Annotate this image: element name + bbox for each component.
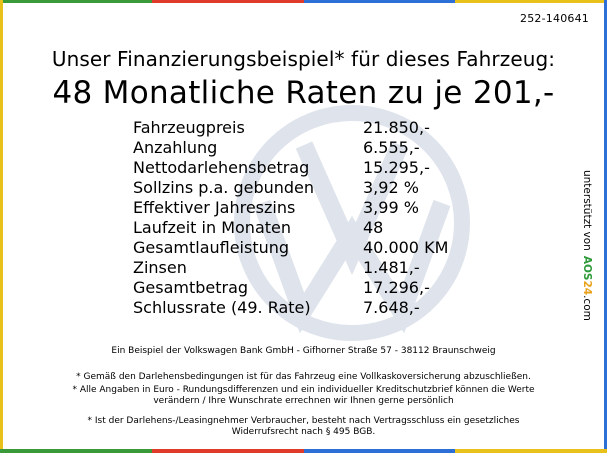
footer-note-withdrawal-cont: Widerrufsrecht nach § 495 BGB.: [231, 427, 376, 437]
footer-bank: Ein Beispiel der Volkswagen Bank GmbH - …: [111, 346, 496, 356]
row-value: 15.295,-: [363, 158, 430, 177]
row-value: 48: [363, 218, 384, 237]
table-row: Fahrzeugpreis 21.850,-: [133, 118, 463, 138]
row-label: Nettodarlehensbetrag: [133, 158, 310, 177]
financing-table: Fahrzeugpreis 21.850,- Anzahlung 6.555,- N…: [133, 118, 463, 318]
bottom-color-border: [0, 449, 607, 453]
row-value: 21.850,-: [363, 118, 430, 137]
row-value: 17.296,-: [363, 278, 430, 297]
brand-suffix: .com: [581, 295, 593, 321]
vw-logo-watermark-icon: [234, 105, 470, 341]
table-row: Sollzins p.a. gebunden 3,92 %: [133, 178, 463, 198]
ref-number: 252-140641: [520, 12, 589, 25]
row-label: Zinsen: [133, 258, 187, 277]
row-label: Gesamtlaufleistung: [133, 238, 290, 257]
row-value: 1.481,-: [363, 258, 420, 277]
footer-note-values: * Alle Angaben in Euro - Rundungsdiffere…: [72, 385, 535, 395]
table-row: Anzahlung 6.555,-: [133, 138, 463, 158]
top-color-border: [0, 0, 607, 3]
table-row: Effektiver Jahreszins 3,99 %: [133, 198, 463, 218]
row-label: Fahrzeugpreis: [133, 118, 245, 137]
footer-note-values-cont: verändern / Ihre Wunschrate errechnen wi…: [153, 396, 454, 406]
brand-name-a: AOS: [581, 256, 593, 281]
rate-headline: 48 Monatliche Raten zu je 201,-: [52, 75, 555, 111]
headline: Unser Finanzierungsbeispiel* für dieses …: [51, 47, 556, 71]
row-label: Effektiver Jahreszins: [133, 198, 296, 217]
table-row: Gesamtlaufleistung 40.000 KM: [133, 238, 463, 258]
svg-text:unterstützt vonAOS24.com: unterstützt von AOS24.com: [581, 170, 593, 321]
table-row: Zinsen 1.481,-: [133, 258, 463, 278]
row-label: Schlussrate (49. Rate): [133, 298, 311, 317]
sponsor-prefix: unterstützt von: [581, 170, 593, 251]
table-row: Gesamtbetrag 17.296,-: [133, 278, 463, 298]
row-label: Laufzeit in Monaten: [133, 218, 292, 237]
row-label: Anzahlung: [133, 138, 218, 157]
row-label: Gesamtbetrag: [133, 278, 249, 297]
footer-note-insurance: * Gemäß den Darlehensbedingungen ist für…: [76, 372, 531, 382]
left-color-border: [0, 0, 3, 453]
brand-name-b: 24: [581, 280, 593, 295]
table-row: Schlussrate (49. Rate) 7.648,-: [133, 298, 463, 318]
row-value: 3,92 %: [363, 178, 419, 197]
row-value: 3,99 %: [363, 198, 419, 217]
row-value: 6.555,-: [363, 138, 420, 157]
footer-note-withdrawal: * Ist der Darlehens-/Leasingnehmer Verbr…: [87, 416, 520, 426]
right-color-border: [604, 0, 607, 453]
sponsor-badge: unterstützt von AOS24.com: [581, 170, 593, 321]
table-row: Laufzeit in Monaten 48: [133, 218, 463, 238]
row-value: 40.000 KM: [363, 238, 449, 257]
table-row: Nettodarlehensbetrag 15.295,-: [133, 158, 463, 178]
row-label: Sollzins p.a. gebunden: [133, 178, 315, 197]
row-value: 7.648,-: [363, 298, 420, 317]
